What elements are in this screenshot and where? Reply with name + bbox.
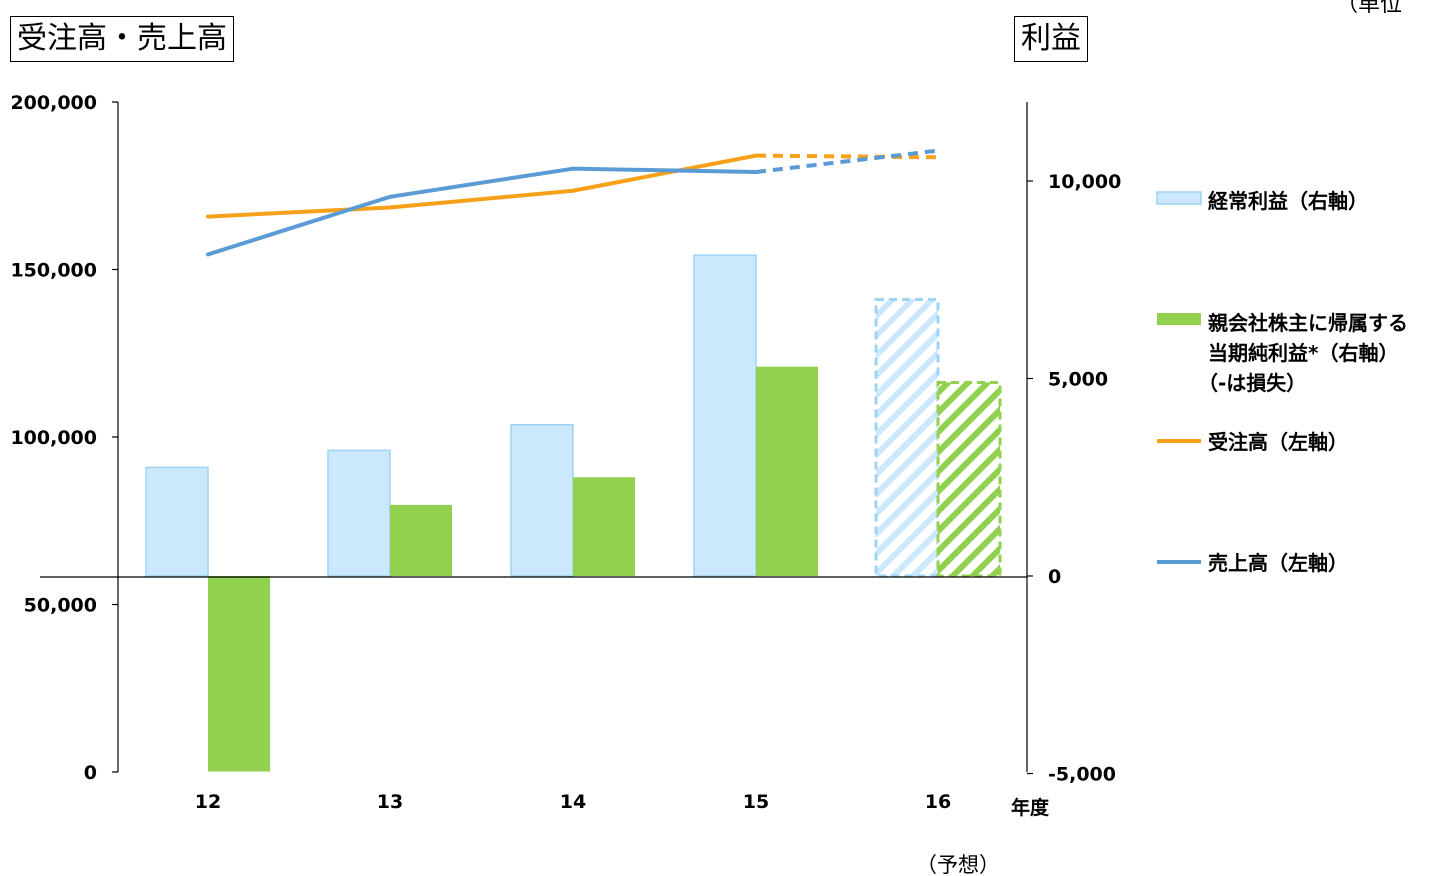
- orders-line-forecast: [755, 153, 939, 160]
- sales-line: [206, 166, 758, 257]
- unit-note: （単位: [1336, 0, 1403, 17]
- right-axis-title: 利益: [1014, 16, 1088, 62]
- net-income-bar: [573, 477, 635, 576]
- ordinary-profit-bar: [510, 423, 574, 577]
- x-tick-label: 16: [925, 791, 951, 813]
- legend-label-ordinary-profit: 経常利益（右軸）: [1208, 189, 1368, 213]
- orders-line: [206, 153, 758, 219]
- right-tick-label: 5,000: [1048, 369, 1108, 391]
- x-tick-label: 12: [195, 791, 221, 813]
- right-tick-label: 10,000: [1048, 171, 1121, 193]
- right-tick-label: 0: [1048, 566, 1061, 588]
- legend-label-net-income: 当期純利益*（右軸）: [1208, 341, 1398, 365]
- ordinary-profit-bar: [693, 254, 757, 577]
- ordinary-profit-bar: [145, 466, 209, 577]
- x-tick-label: 14: [560, 791, 586, 813]
- left-tick-label: 150,000: [10, 260, 97, 282]
- forecast-label: （予想）: [916, 853, 1000, 876]
- legend-swatch-net-income: [1157, 313, 1201, 325]
- legend-label-sales: 売上高（左軸）: [1208, 551, 1348, 575]
- left-tick-label: 200,000: [10, 92, 97, 114]
- legend-label-net-income: （-は損失）: [1198, 371, 1306, 395]
- legend-swatch-ordinary-profit: [1156, 191, 1202, 205]
- net-income-bar: [208, 576, 270, 772]
- legend-label-net-income: 親会社株主に帰属する: [1208, 311, 1408, 335]
- sales-line-forecast: [755, 148, 939, 175]
- left-tick-label: 0: [84, 762, 97, 784]
- legend-label-orders: 受注高（左軸）: [1208, 430, 1348, 454]
- right-tick-label: -5,000: [1048, 764, 1116, 786]
- x-tick-label: 15: [743, 791, 769, 813]
- x-tick-label: 13: [377, 791, 403, 813]
- ordinary-profit-bar-forecast: [874, 298, 940, 578]
- net-income-bar: [390, 504, 452, 576]
- net-income-bar-forecast: [936, 380, 1002, 578]
- ordinary-profit-bar: [327, 449, 391, 577]
- net-income-bar: [756, 366, 818, 576]
- left-tick-label: 100,000: [10, 427, 97, 449]
- left-tick-label: 50,000: [24, 595, 97, 617]
- x-axis-label: 年度: [1011, 796, 1050, 819]
- left-axis-title: 受注高・売上高: [10, 16, 234, 62]
